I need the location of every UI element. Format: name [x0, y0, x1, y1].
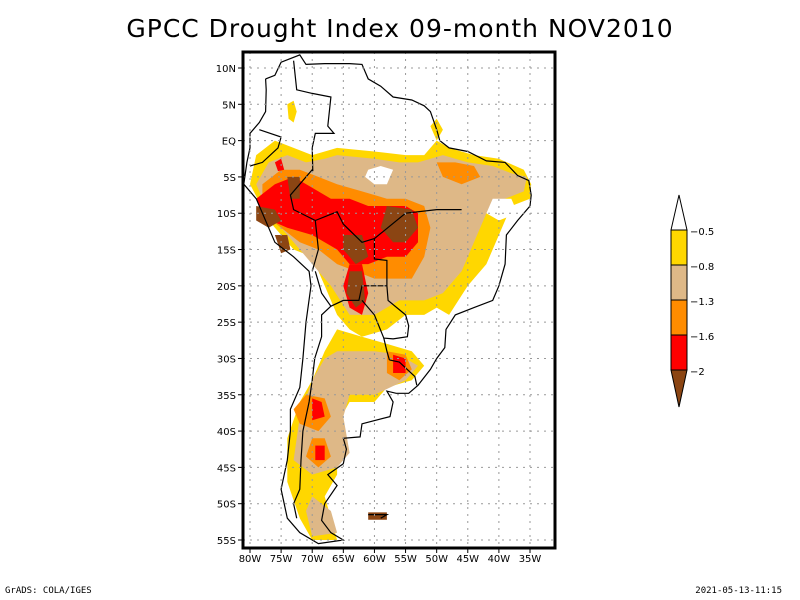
plot-frame — [241, 50, 557, 550]
y-tick-label: EQ — [222, 137, 236, 148]
field-hole-bahia — [486, 198, 518, 221]
legend-swatch — [670, 264, 688, 301]
field-red-patagonia2 — [315, 445, 325, 461]
legend-triangle-above — [670, 194, 688, 231]
x-tick-label: 40W — [488, 554, 511, 565]
chart-title: GPCC Drought Index 09-month NOV2010 — [126, 14, 674, 43]
legend-level-label: −0.5 — [690, 227, 714, 238]
y-tick-label: 15S — [217, 246, 236, 257]
field-tan-tierra — [306, 496, 338, 537]
y-tick-label: 45S — [217, 463, 236, 474]
border-argentina-brazil — [383, 337, 390, 361]
x-tick-label: 55W — [394, 554, 417, 565]
border-bolivia — [314, 211, 388, 307]
colorbar-legend: −0.5 −0.8 −1.3 −1.6 −2 — [670, 194, 714, 408]
field-brown-mato-grosso — [380, 206, 418, 243]
y-tick-label: 55S — [217, 536, 236, 547]
border-states — [374, 209, 462, 240]
y-tick-label: 10N — [216, 64, 236, 75]
x-tick-label: 50W — [425, 554, 448, 565]
x-axis: 80W 75W 70W 65W 60W 55W 50W 45W 40W 35W — [239, 548, 542, 565]
coastlines — [243, 54, 532, 545]
field-brown-peru-south — [274, 235, 291, 254]
x-tick-label: 65W — [332, 554, 355, 565]
drought-fields — [250, 100, 532, 540]
field-hole-amazon — [365, 166, 394, 185]
legend-level-label: −0.8 — [690, 262, 714, 273]
field-red-uruguay — [393, 354, 406, 373]
x-tick-label: 35W — [519, 554, 542, 565]
y-tick-label: 40S — [217, 427, 236, 438]
legend-swatch — [670, 229, 688, 266]
field-yellow-colombia — [287, 100, 297, 123]
y-tick-label: 5N — [222, 100, 236, 111]
legend-triangle-below — [670, 369, 688, 408]
x-tick-label: 70W — [301, 554, 324, 565]
border-peru-brazil — [289, 147, 320, 272]
y-tick-label: 25S — [217, 318, 236, 329]
y-tick-label: 30S — [217, 354, 236, 365]
x-tick-label: 75W — [270, 554, 293, 565]
y-axis: 10N 5N EQ 5S 10S 15S 20S 25S 30S 35S 40S 45S 50S 55S — [216, 64, 243, 547]
legend-swatch — [670, 299, 688, 336]
border-uruguay — [389, 359, 418, 386]
field-brown-peru — [256, 206, 282, 228]
field-red-ecuador — [274, 158, 285, 172]
y-tick-label: 5S — [223, 173, 236, 184]
x-tick-label: 80W — [239, 554, 262, 565]
footer-credit: GrADS: COLA/IGES — [5, 586, 92, 596]
field-brown-ecuador — [287, 176, 300, 199]
legend-level-label: −1.6 — [690, 332, 714, 343]
y-tick-label: 10S — [217, 209, 236, 220]
legend-level-label: −2 — [690, 367, 705, 378]
border-ecuador — [249, 129, 282, 167]
footer-timestamp: 2021-05-13-11:15 — [695, 586, 782, 596]
coastline — [243, 54, 532, 545]
grid-lines — [243, 52, 555, 548]
x-tick-label: 60W — [363, 554, 386, 565]
legend-level-label: −1.3 — [690, 297, 714, 308]
field-brown-chaco — [346, 271, 366, 308]
field-red-patagonia — [312, 398, 325, 421]
legend-swatch — [670, 334, 688, 371]
y-tick-label: 35S — [217, 391, 236, 402]
y-tick-label: 20S — [217, 282, 236, 293]
border-chile-argentina — [292, 305, 332, 519]
x-tick-label: 45W — [456, 554, 479, 565]
border-colombia-venezuela — [293, 60, 336, 149]
y-tick-label: 50S — [217, 500, 236, 511]
field-orange-ne — [436, 162, 481, 185]
